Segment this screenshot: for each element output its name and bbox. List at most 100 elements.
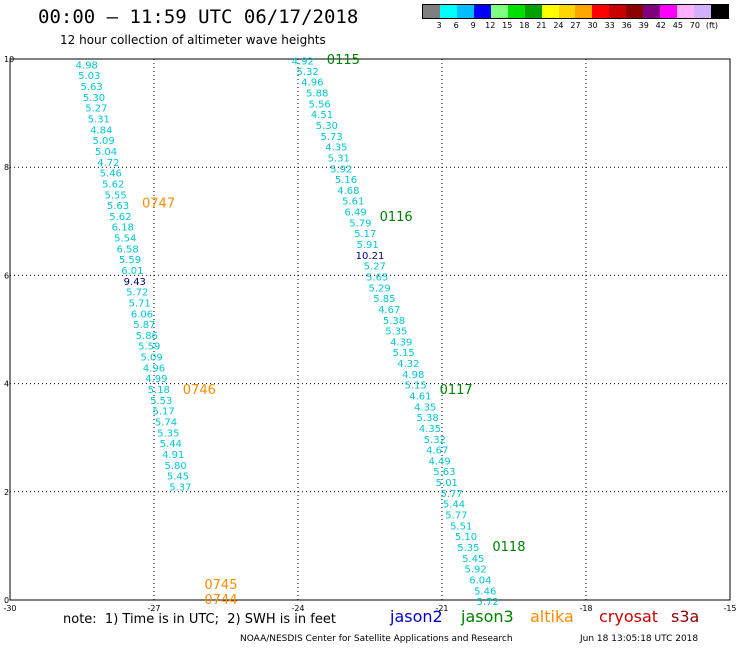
swh-reading: 5.32 xyxy=(296,67,318,78)
legend-swatch xyxy=(592,5,610,18)
satellite-legend-cryosat: cryosat xyxy=(599,607,659,626)
swh-reading: 5.17 xyxy=(152,407,174,418)
swh-reading: 5.44 xyxy=(160,439,182,450)
swh-reading: 5.59 xyxy=(138,342,160,353)
swh-reading: 5.45 xyxy=(462,554,484,565)
legend-swatch xyxy=(490,5,508,18)
swh-reading: 4.32 xyxy=(397,359,419,370)
legend-label: 33 xyxy=(604,21,615,30)
swh-reading: 9.43 xyxy=(124,277,146,288)
swh-reading: 5.15 xyxy=(392,348,414,359)
legend-swatch xyxy=(541,5,559,18)
legend-label: 15 xyxy=(502,21,513,30)
swh-reading: 5.09 xyxy=(92,136,114,147)
swh-reading: 5.35 xyxy=(385,327,407,338)
legend-label: 36 xyxy=(621,21,632,30)
legend-swatch xyxy=(439,5,457,18)
swh-reading: 4.49 xyxy=(428,456,450,467)
satellite-legend-s3a: s3a xyxy=(671,607,700,626)
swh-reading: 10.21 xyxy=(356,251,385,262)
swh-reading: 5.71 xyxy=(128,298,150,309)
swh-reading: 5.16 xyxy=(335,175,357,186)
swh-reading: 4.96 xyxy=(143,363,165,374)
pass-time-label: 0744 xyxy=(204,593,237,608)
swh-reading: 5.62 xyxy=(102,179,124,190)
swh-reading: 6.06 xyxy=(131,309,153,320)
swh-reading: 5.01 xyxy=(436,478,458,489)
y-tick-label: 0 xyxy=(4,596,9,605)
swh-reading: 5.32 xyxy=(424,435,446,446)
swh-reading: 5.04 xyxy=(95,147,117,158)
swh-reading: 4.35 xyxy=(414,402,436,413)
swh-reading: 4.39 xyxy=(390,337,412,348)
legend-label: 27 xyxy=(570,21,581,30)
legend-label: 21 xyxy=(536,21,547,30)
swh-reading: 5.54 xyxy=(114,234,136,245)
pass-time-label: 0745 xyxy=(204,578,237,593)
swh-reading: 5.62 xyxy=(109,212,131,223)
y-tick-label: 2 xyxy=(4,488,9,497)
legend-swatch xyxy=(677,5,694,18)
swh-reading: 5.10 xyxy=(455,532,477,543)
x-tick-label: -15 xyxy=(723,604,736,613)
legend-swatch xyxy=(575,5,593,18)
swh-reading: 5.59 xyxy=(119,255,141,266)
swh-reading: 6.58 xyxy=(116,244,138,255)
legend-swatch xyxy=(609,5,627,18)
y-tick-label: 8 xyxy=(4,163,9,172)
legend-label: 18 xyxy=(519,21,530,30)
legend-label: 12 xyxy=(485,21,496,30)
swh-reading: 6.18 xyxy=(112,223,134,234)
legend-label: 42 xyxy=(655,21,666,30)
swh-reading: 5.46 xyxy=(474,586,496,597)
swh-reading: 5.46 xyxy=(100,169,122,180)
swh-reading: 5.45 xyxy=(167,472,189,483)
swh-reading: 5.31 xyxy=(328,153,350,164)
swh-reading: 5.73 xyxy=(320,132,342,143)
legend-swatch xyxy=(694,5,711,18)
swh-reading: 5.51 xyxy=(450,521,472,532)
legend-label: 3 xyxy=(436,21,442,30)
swh-reading: 5.63 xyxy=(433,467,455,478)
swh-reading: 5.91 xyxy=(356,240,378,251)
swh-reading: 5.44 xyxy=(443,500,465,511)
footnote: note: 1) Time is in UTC; 2) SWH is in fe… xyxy=(63,612,336,627)
x-tick-label: -24 xyxy=(291,604,304,613)
legend-swatch xyxy=(507,5,525,18)
swh-reading: 5.17 xyxy=(354,229,376,240)
legend-swatch xyxy=(473,5,491,18)
swh-reading: 5.61 xyxy=(342,197,364,208)
x-tick-label: -30 xyxy=(3,604,16,613)
swh-reading: 5.27 xyxy=(85,104,107,115)
swh-reading: 5.37 xyxy=(169,482,191,493)
pass-time-label: 0747 xyxy=(142,196,175,211)
swh-reading: 5.72 xyxy=(126,288,148,299)
legend-label: 9 xyxy=(470,21,476,30)
swh-reading: 4.96 xyxy=(301,78,323,89)
satellite-legend-altika: altika xyxy=(530,607,574,626)
swh-reading: 5.92 xyxy=(330,164,352,175)
swh-reading: 5.85 xyxy=(373,294,395,305)
swh-reading: 5.79 xyxy=(349,218,371,229)
page-subtitle: 12 hour collection of altimeter wave hei… xyxy=(60,33,326,47)
swh-reading: 5.09 xyxy=(140,353,162,364)
legend-label: (ft) xyxy=(705,21,718,30)
swh-reading: 4.61 xyxy=(409,392,431,403)
swh-reading: 5.38 xyxy=(383,316,405,327)
swh-reading: 5.77 xyxy=(440,489,462,500)
legend-swatch xyxy=(423,5,440,18)
color-scale-labels: 3 6 9 12 15 18 21 24 27 30 33 36 39 42 45 70 (ft) xyxy=(422,21,740,33)
swh-reading: 5.38 xyxy=(416,413,438,424)
swh-reading: 6.04 xyxy=(469,575,491,586)
legend-label: 45 xyxy=(672,21,683,30)
swh-reading: 5.72 xyxy=(476,597,498,608)
swh-reading: 5.35 xyxy=(157,428,179,439)
legend-label: 70 xyxy=(689,21,700,30)
swh-reading: 4.92 xyxy=(292,57,314,68)
pass-time-label: 0117 xyxy=(440,383,473,398)
y-tick-label: 4 xyxy=(4,380,9,389)
satellite-legend-jason3: jason3 xyxy=(461,607,514,626)
swh-reading: 4.68 xyxy=(337,186,359,197)
swh-reading: 5.92 xyxy=(464,565,486,576)
